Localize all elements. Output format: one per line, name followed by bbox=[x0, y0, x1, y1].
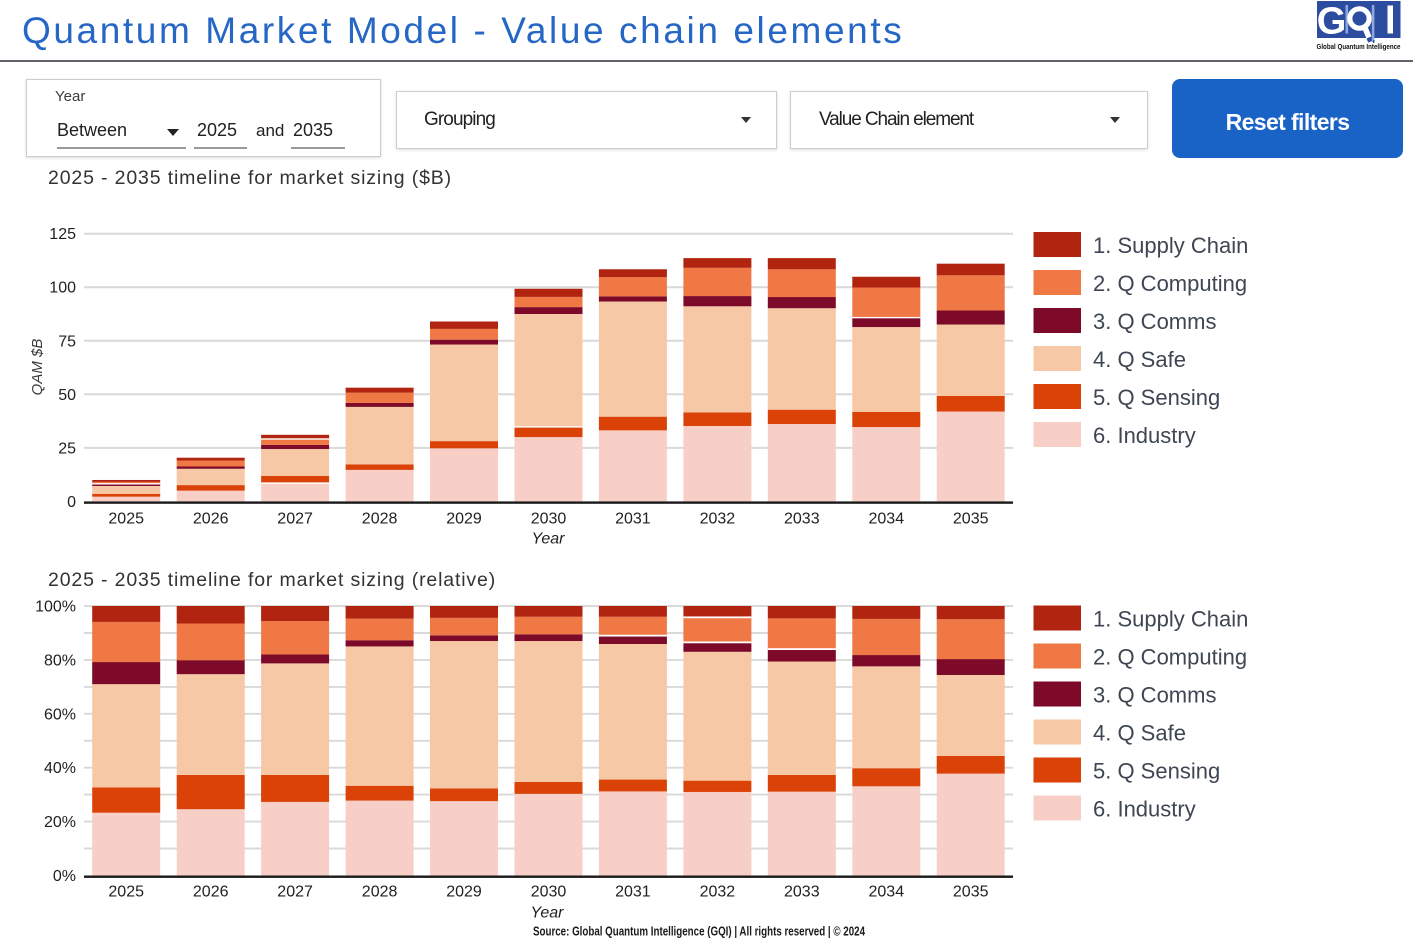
svg-text:6. Industry: 6. Industry bbox=[1093, 797, 1196, 822]
svg-text:5. Q Sensing: 5. Q Sensing bbox=[1093, 759, 1220, 784]
svg-text:2034: 2034 bbox=[869, 884, 905, 901]
svg-text:2035: 2035 bbox=[953, 511, 989, 528]
svg-text:4. Q Safe: 4. Q Safe bbox=[1093, 721, 1186, 746]
svg-text:50: 50 bbox=[58, 387, 76, 404]
svg-text:3. Q Comms: 3. Q Comms bbox=[1093, 683, 1216, 708]
svg-text:100%: 100% bbox=[35, 599, 76, 616]
svg-text:2028: 2028 bbox=[362, 884, 398, 901]
svg-text:Year: Year bbox=[532, 531, 566, 548]
svg-text:2029: 2029 bbox=[446, 511, 482, 528]
svg-text:2035: 2035 bbox=[953, 884, 989, 901]
svg-text:2. Q Computing: 2. Q Computing bbox=[1093, 645, 1247, 670]
svg-text:2029: 2029 bbox=[446, 884, 482, 901]
svg-text:1. Supply Chain: 1. Supply Chain bbox=[1093, 233, 1248, 258]
svg-text:2033: 2033 bbox=[784, 884, 820, 901]
svg-text:Source: Global Quantum Intelli: Source: Global Quantum Intelligence (GQI… bbox=[533, 925, 865, 939]
svg-text:25: 25 bbox=[58, 440, 76, 457]
svg-text:2030: 2030 bbox=[531, 884, 567, 901]
svg-text:1. Supply Chain: 1. Supply Chain bbox=[1093, 607, 1248, 632]
svg-text:Global Quantum Intelligence: Global Quantum Intelligence bbox=[1317, 42, 1401, 51]
svg-text:2026: 2026 bbox=[193, 511, 229, 528]
svg-text:0: 0 bbox=[67, 494, 76, 511]
svg-text:6. Industry: 6. Industry bbox=[1093, 423, 1196, 448]
svg-text:2030: 2030 bbox=[531, 511, 567, 528]
svg-text:2025 - 2035 timeline for marke: 2025 - 2035 timeline for market sizing (… bbox=[48, 167, 452, 189]
svg-text:60%: 60% bbox=[44, 706, 76, 723]
svg-text:2026: 2026 bbox=[193, 884, 229, 901]
svg-text:QAM $B: QAM $B bbox=[29, 339, 46, 396]
svg-text:2025 - 2035 timeline for marke: 2025 - 2035 timeline for market sizing (… bbox=[48, 569, 496, 591]
svg-text:20%: 20% bbox=[44, 814, 76, 831]
svg-text:G: G bbox=[1317, 1, 1347, 43]
svg-text:2031: 2031 bbox=[615, 884, 651, 901]
svg-text:Year: Year bbox=[531, 905, 565, 922]
svg-text:2028: 2028 bbox=[362, 511, 398, 528]
svg-text:75: 75 bbox=[58, 333, 76, 350]
svg-text:100: 100 bbox=[49, 280, 76, 297]
svg-text:2032: 2032 bbox=[700, 511, 736, 528]
svg-text:2031: 2031 bbox=[615, 511, 651, 528]
svg-text:2033: 2033 bbox=[784, 511, 820, 528]
svg-text:3. Q Comms: 3. Q Comms bbox=[1093, 309, 1216, 334]
svg-text:2. Q Computing: 2. Q Computing bbox=[1093, 271, 1247, 296]
svg-text:4. Q Safe: 4. Q Safe bbox=[1093, 347, 1186, 372]
svg-text:40%: 40% bbox=[44, 760, 76, 777]
svg-text:5. Q Sensing: 5. Q Sensing bbox=[1093, 385, 1220, 410]
svg-text:2032: 2032 bbox=[700, 884, 736, 901]
svg-text:0%: 0% bbox=[53, 868, 76, 885]
svg-text:2025: 2025 bbox=[108, 884, 144, 901]
svg-text:2027: 2027 bbox=[277, 511, 313, 528]
svg-text:2027: 2027 bbox=[277, 884, 313, 901]
svg-text:2025: 2025 bbox=[108, 511, 144, 528]
svg-text:2034: 2034 bbox=[869, 511, 905, 528]
svg-text:80%: 80% bbox=[44, 652, 76, 669]
svg-text:125: 125 bbox=[49, 226, 76, 243]
